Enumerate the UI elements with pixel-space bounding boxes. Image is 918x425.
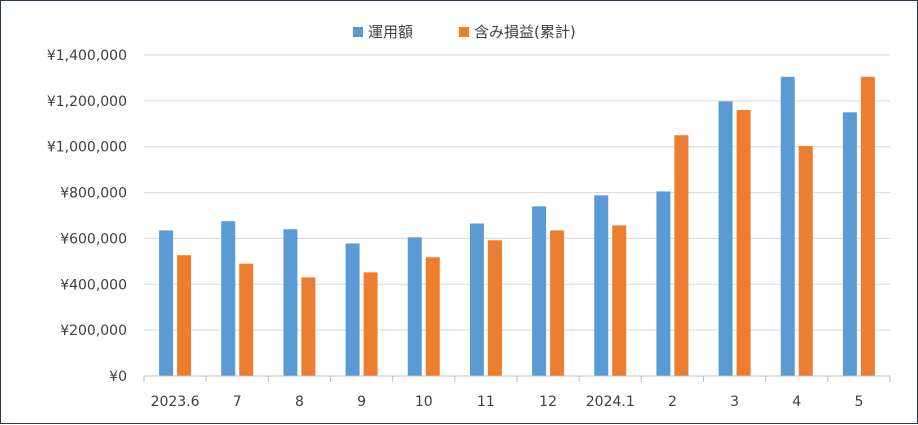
bar-unyo-9 [718, 101, 733, 377]
legend: 運用額 含み損益(累計) [353, 23, 576, 41]
bar-fukumi-2 [301, 277, 316, 376]
x-tick-label: 10 [415, 394, 433, 410]
bar-unyo-8 [656, 191, 671, 376]
y-tick-label: ¥1,000,000 [47, 140, 127, 156]
x-tick-label: 8 [295, 394, 304, 410]
bar-fukumi-9 [736, 110, 751, 377]
bar-fukumi-5 [487, 240, 502, 376]
y-axis: ¥0 ¥200,000 ¥400,000 ¥600,000 ¥800,000 ¥1,000… [47, 48, 127, 385]
bar-unyo-4 [407, 237, 422, 376]
bar-unyo-3 [345, 243, 360, 376]
x-tick-label: 2023.6 [151, 394, 200, 410]
x-tick-label: 9 [357, 394, 366, 410]
bar-unyo-11 [842, 112, 857, 377]
x-tick-label: 4 [792, 394, 801, 410]
y-tick-label: ¥200,000 [60, 323, 127, 339]
legend-label: 運用額 [368, 23, 413, 41]
y-tick-label: ¥0 [109, 369, 127, 385]
bar-unyo-10 [780, 76, 795, 377]
x-tick-label: 3 [730, 394, 739, 410]
y-tick-label: ¥1,200,000 [47, 94, 127, 110]
legend-swatch [353, 27, 363, 37]
bar-fukumi-4 [425, 257, 440, 376]
legend-swatch [459, 27, 469, 37]
bars [159, 76, 875, 377]
bar-fukumi-7 [612, 225, 627, 376]
y-tick-label: ¥1,400,000 [47, 48, 127, 64]
bar-unyo-6 [532, 206, 547, 376]
x-tick-label: 7 [233, 394, 242, 410]
y-tick-label: ¥400,000 [60, 277, 127, 293]
legend-label: 含み損益(累計) [474, 23, 576, 41]
bar-unyo-1 [221, 221, 236, 376]
x-tick-label: 2024.1 [586, 394, 635, 410]
bar-fukumi-10 [798, 146, 813, 376]
bar-unyo-2 [283, 229, 298, 376]
x-tick-label: 5 [854, 394, 863, 410]
bar-fukumi-6 [550, 230, 565, 376]
y-tick-label: ¥600,000 [60, 231, 127, 247]
bar-unyo-7 [594, 195, 609, 376]
bar-fukumi-0 [177, 255, 192, 376]
gridlines [144, 54, 890, 331]
bar-fukumi-8 [674, 135, 689, 376]
x-axis: 2023.6 7 8 9 10 11 12 2024.1 2 3 4 5 [143, 375, 891, 410]
bar-fukumi-3 [363, 272, 378, 376]
x-tick-label: 11 [477, 394, 495, 410]
bar-fukumi-11 [860, 76, 875, 377]
y-tick-label: ¥800,000 [60, 186, 127, 202]
x-tick-label: 2 [668, 394, 677, 410]
x-tick-label: 12 [539, 394, 557, 410]
bar-unyo-0 [159, 230, 174, 376]
bar-fukumi-1 [239, 263, 254, 376]
bar-unyo-5 [469, 223, 484, 376]
